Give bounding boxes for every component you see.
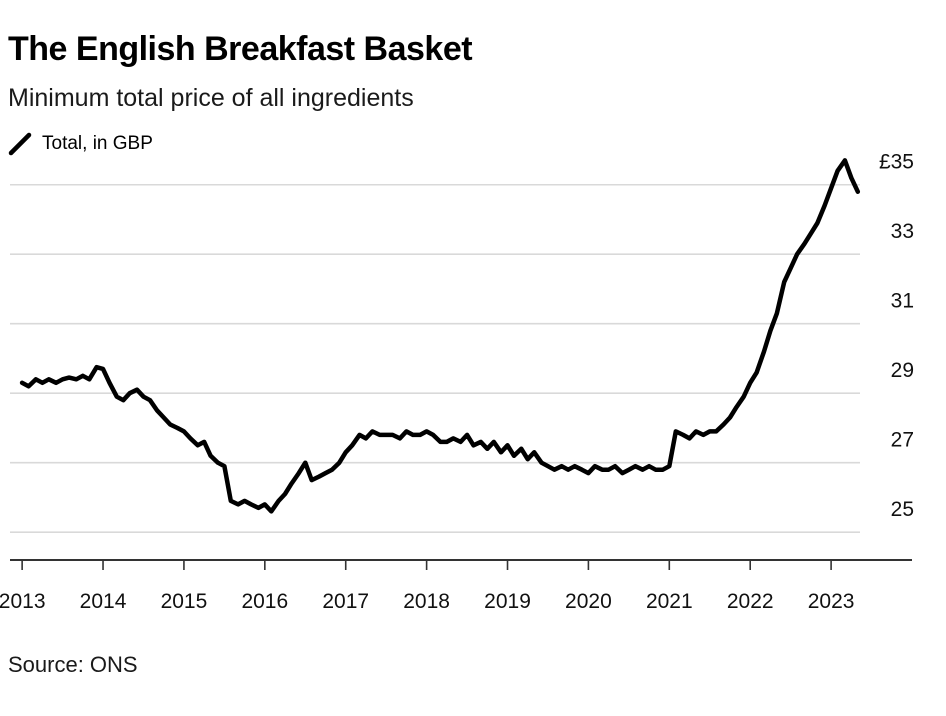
x-tick-label: 2019 xyxy=(484,590,531,613)
x-tick-label: 2021 xyxy=(646,590,693,613)
x-axis xyxy=(10,559,912,570)
x-tick-label: 2015 xyxy=(161,590,208,613)
x-tick-label: 2020 xyxy=(565,590,612,613)
y-tick-label: 33 xyxy=(891,220,914,243)
series-layer xyxy=(19,158,861,514)
series-line-total xyxy=(19,158,861,514)
chart-title: The English Breakfast Basket xyxy=(8,30,473,68)
y-tick-label: 31 xyxy=(891,290,914,313)
x-tick-label: 2023 xyxy=(808,590,855,613)
gridlines xyxy=(10,183,860,534)
x-tick-label: 2022 xyxy=(727,590,774,613)
legend: Total, in GBP xyxy=(8,132,153,156)
y-axis-labels: 25 27 29 31 33 £35 xyxy=(879,151,914,521)
legend-label: Total, in GBP xyxy=(42,133,153,154)
source-note: Source: ONS xyxy=(8,652,138,677)
x-axis-labels: 2013 2014 2015 2016 2017 2018 2019 2020 2021 2022… xyxy=(0,590,854,613)
x-tick-label: 2017 xyxy=(322,590,369,613)
x-tick-label: 2018 xyxy=(403,590,450,613)
chart-subtitle: Minimum total price of all ingredients xyxy=(8,84,414,112)
y-tick-label: £35 xyxy=(879,151,914,174)
y-tick-label: 29 xyxy=(891,359,914,382)
line-swatch-icon xyxy=(8,132,32,156)
y-tick-label: 27 xyxy=(891,429,914,452)
x-tick-label: 2014 xyxy=(80,590,127,613)
x-tick-label: 2013 xyxy=(0,590,45,613)
y-tick-label: 25 xyxy=(891,498,914,521)
x-tick-label: 2016 xyxy=(241,590,288,613)
